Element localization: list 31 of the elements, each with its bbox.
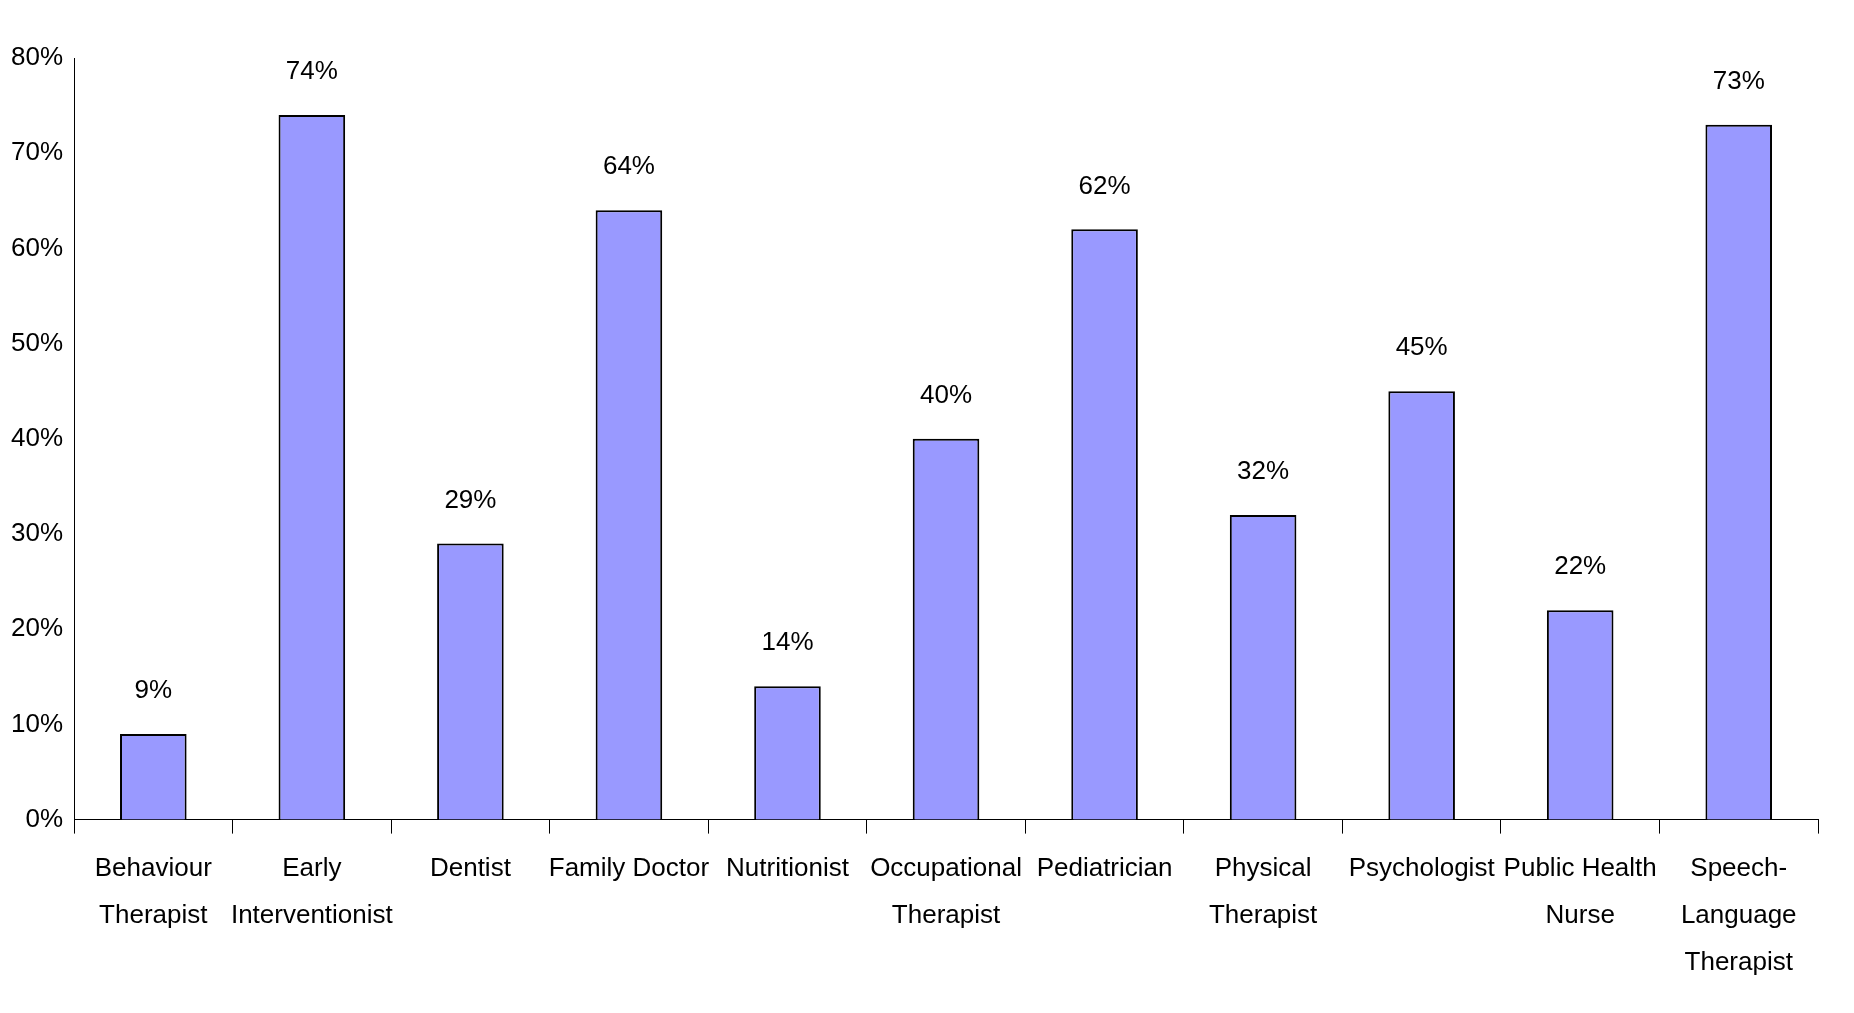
data-label: 45%	[1395, 331, 1448, 362]
x-tick-label: Nutritionist	[726, 852, 850, 883]
x-tick-label: Occupational Therapist	[870, 852, 1022, 929]
y-tick-label: 30%	[10, 517, 64, 548]
data-label: 29%	[444, 483, 497, 514]
y-tick-label: 80%	[10, 41, 64, 72]
data-label: 32%	[1237, 455, 1290, 486]
x-tick-label: Behaviour Therapist	[94, 852, 213, 929]
x-tick-label: Dentist	[429, 852, 512, 883]
y-tick-label: 0%	[25, 802, 64, 833]
data-label: 73%	[1712, 64, 1765, 95]
x-tick-label: Family Doctor	[548, 852, 710, 883]
x-tick-label: Physical Therapist	[1208, 852, 1319, 929]
y-tick-label: 70%	[10, 136, 64, 167]
data-label: 62%	[1078, 169, 1131, 200]
y-tick-label: 60%	[10, 231, 64, 262]
x-tick-label: Pediatrician	[1036, 852, 1173, 883]
data-label: 64%	[602, 150, 655, 181]
data-label: 40%	[920, 378, 973, 409]
x-tick-label: Public Health Nurse	[1503, 852, 1657, 929]
x-tick-label: Early Interventionist	[230, 852, 394, 929]
data-label: 9%	[134, 674, 173, 705]
data-label: 74%	[285, 55, 338, 86]
y-tick-label: 40%	[10, 421, 64, 452]
x-tick-label: Speech-Language Therapist	[1680, 852, 1797, 976]
data-label: 22%	[1554, 550, 1607, 581]
y-tick-label: 20%	[10, 612, 64, 643]
y-tick-label: 10%	[10, 707, 64, 738]
data-label: 14%	[761, 626, 814, 657]
x-tick-label: Psychologist	[1348, 852, 1496, 883]
y-tick-label: 50%	[10, 326, 64, 357]
